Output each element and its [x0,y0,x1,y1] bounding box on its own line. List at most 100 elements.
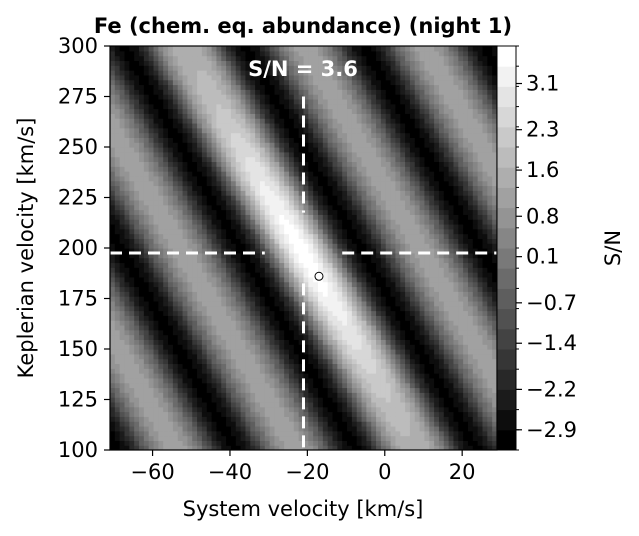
heatmap-cell [211,377,218,384]
heatmap-cell [250,445,256,450]
heatmap-cell [216,166,222,172]
heatmap-cell [245,286,251,292]
heatmap-cell [110,137,116,143]
heatmap-cell [366,233,372,239]
heatmap-cell [366,296,372,302]
heatmap-cell [119,132,126,138]
heatmap-cell [134,267,140,273]
heatmap-cell [337,204,343,211]
heatmap-cell [284,74,290,81]
heatmap-cell [308,416,314,422]
heatmap-cell [226,65,232,71]
heatmap-cell [226,286,232,292]
heatmap-cell [376,89,382,95]
heatmap-cell [351,233,358,239]
heatmap-cell [303,151,309,158]
heatmap-cell [139,339,145,345]
heatmap-cell [342,79,348,86]
heatmap-cell [110,339,116,345]
heatmap-cell [390,199,397,206]
heatmap-cell [245,373,251,379]
heatmap-cell [182,209,188,215]
heatmap-cell [201,161,208,167]
heatmap-cell [279,132,285,138]
heatmap-cell [308,79,314,86]
heatmap-cell [119,70,126,76]
heatmap-cell [327,344,334,350]
heatmap-cell [211,257,218,264]
heatmap-cell [385,185,392,191]
heatmap-cell [351,310,358,316]
heatmap-cell [168,334,174,340]
heatmap-cell [322,103,329,110]
heatmap-cell [187,300,193,307]
heatmap-cell [110,425,116,432]
heatmap-cell [143,267,150,273]
heatmap-cell [226,199,232,206]
heatmap-cell [284,421,290,427]
heatmap-cell [245,440,251,446]
heatmap-cell [158,94,164,100]
heatmap-cell [134,137,140,143]
heatmap-cell [182,358,188,365]
heatmap-cell [356,79,363,86]
heatmap-cell [206,166,213,172]
heatmap-cell [192,324,198,331]
heatmap-cell [356,219,363,225]
heatmap-cell [221,276,227,283]
heatmap-cell [298,243,305,249]
heatmap-cell [148,147,155,153]
heatmap-cell [187,195,193,201]
heatmap-cell [259,281,266,288]
heatmap-cell [250,243,256,249]
heatmap-cell [110,344,116,350]
heatmap-cell [327,262,334,268]
heatmap-cell [148,228,155,235]
heatmap-cell [158,411,164,417]
heatmap-cell [235,84,242,90]
heatmap-cell [342,267,348,273]
heatmap-cell [269,358,276,365]
heatmap-cell [308,358,314,365]
heatmap-cell [226,137,232,143]
heatmap-cell [110,262,116,268]
chart-title: Fe (chem. eq. abundance) (night 1) [94,14,512,38]
heatmap-cell [259,392,266,398]
heatmap-cell [395,373,401,379]
heatmap-cell [347,344,353,350]
heatmap-cell [322,305,329,312]
heatmap-cell [230,118,237,124]
heatmap-cell [197,267,203,273]
heatmap-cell [313,267,319,273]
heatmap-cell [269,272,276,278]
heatmap-cell [187,223,193,230]
heatmap-cell [255,171,261,177]
heatmap-cell [293,70,300,76]
heatmap-cell [182,175,188,182]
heatmap-cell [332,151,338,158]
heatmap-cell [114,228,121,235]
heatmap-cell [139,209,145,215]
heatmap-cell [221,233,227,239]
heatmap-cell [279,219,285,225]
heatmap-cell [163,416,169,422]
heatmap-cell [356,296,363,302]
heatmap-cell [124,243,130,249]
heatmap-cell [380,377,387,384]
heatmap-cell [332,305,338,312]
heatmap-cell [216,84,222,90]
heatmap-cell [293,397,300,403]
heatmap-cell [226,50,232,57]
heatmap-cell [163,98,169,105]
heatmap-cell [172,122,179,129]
heatmap-cell [361,262,367,268]
heatmap-cell [139,132,145,138]
heatmap-cell [197,214,203,220]
heatmap-cell [182,291,188,297]
heatmap-cell [148,377,155,384]
heatmap-cell [269,209,276,215]
heatmap-cell [385,94,392,100]
heatmap-cell [235,113,242,119]
heatmap-cell [197,60,203,66]
heatmap-cell [245,204,251,211]
